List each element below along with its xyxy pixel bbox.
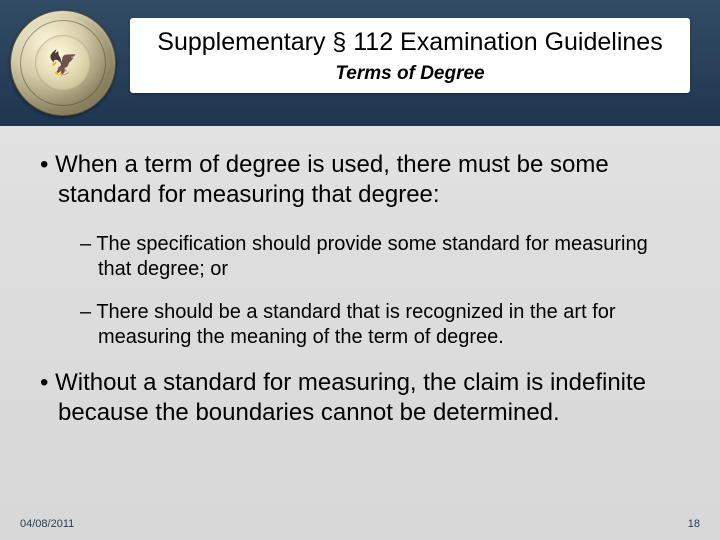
- seal-inner-ring: 🦅: [20, 20, 106, 106]
- footer-page-number: 18: [688, 518, 700, 530]
- bullet-level1: When a term of degree is used, there mus…: [58, 150, 686, 210]
- title-box: Supplementary § 112 Examination Guidelin…: [130, 18, 690, 93]
- slide-footer: 04/08/2011 18: [20, 518, 700, 530]
- slide-subtitle: Terms of Degree: [144, 63, 676, 85]
- bullet-level2: The specification should provide some st…: [98, 232, 686, 282]
- slide-title: Supplementary § 112 Examination Guidelin…: [144, 28, 676, 57]
- slide-body: When a term of degree is used, there mus…: [36, 150, 686, 500]
- bullet-level1: Without a standard for measuring, the cl…: [58, 368, 686, 428]
- agency-seal: 🦅: [10, 10, 116, 116]
- seal-eagle-icon: 🦅: [35, 35, 91, 91]
- footer-date: 04/08/2011: [20, 518, 74, 530]
- bullet-level2: There should be a standard that is recog…: [98, 300, 686, 350]
- seal-glyph: 🦅: [48, 49, 78, 78]
- slide-header: 🦅 Supplementary § 112 Examination Guidel…: [0, 0, 720, 126]
